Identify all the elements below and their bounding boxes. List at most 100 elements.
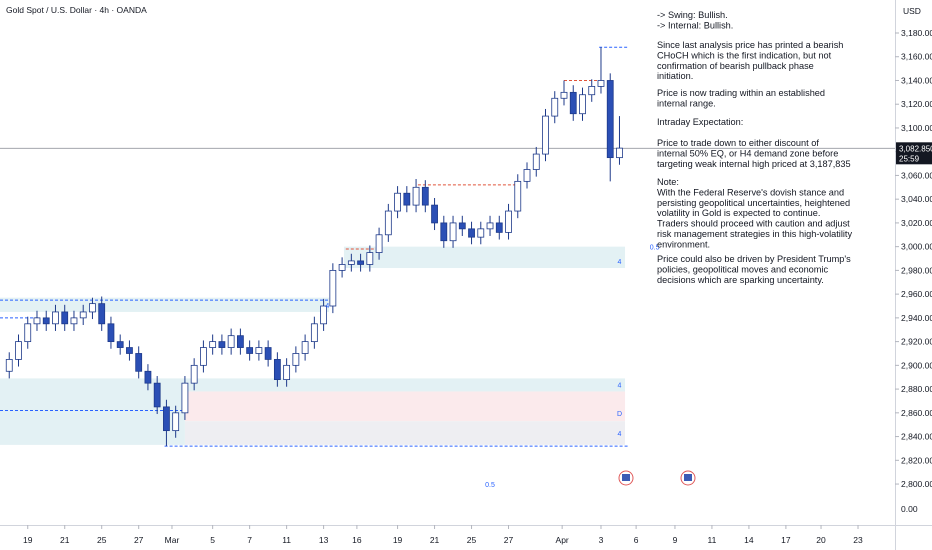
note-line: Price to trade down to either discount o… [657, 138, 819, 148]
marker-label: 4 [618, 259, 622, 266]
candle-body [116, 341, 124, 348]
candle-body [107, 323, 115, 343]
candle-body [310, 323, 318, 343]
marker-label: 4 [618, 431, 622, 438]
candle-body [70, 317, 78, 325]
note-line: internal 50% EQ, or H4 demand zone befor… [657, 148, 838, 158]
candle-body [551, 97, 559, 117]
x-tick-label: 20 [816, 535, 826, 545]
candle-body [246, 347, 254, 354]
note-line: Traders should proceed with caution and … [657, 219, 850, 229]
marker-label: D [617, 411, 622, 418]
x-tick-label: Mar [165, 535, 180, 545]
note-line: internal range. [657, 98, 716, 108]
candle-body [144, 370, 152, 384]
x-tick-label: 5 [210, 535, 215, 545]
candle-body [190, 364, 198, 384]
note-line: CHoCH which is the first indication, but… [657, 50, 832, 60]
candle-body [569, 91, 577, 115]
y-tick-label: 2,980.00 [901, 265, 932, 275]
last-price-label: 3,082.850 [899, 144, 932, 153]
y-tick-label: 2,940.00 [901, 313, 932, 323]
candle-body [42, 317, 50, 325]
x-tick-label: 3 [599, 535, 604, 545]
candle-body [579, 94, 586, 115]
y-tick-label: 2,960.00 [901, 289, 932, 299]
candle-body [33, 317, 41, 325]
candle-body [616, 147, 623, 159]
candle-body [126, 347, 133, 354]
y-tick-label: 3,160.00 [901, 52, 932, 62]
extra-axis-label: 0.00 [901, 504, 918, 514]
candle-body [283, 364, 291, 380]
x-tick-label: 25 [97, 535, 107, 545]
candle-body [98, 303, 106, 325]
candle-body [449, 222, 457, 242]
y-tick-label: 2,920.00 [901, 337, 932, 347]
candle-body [52, 311, 59, 325]
candle-body [495, 222, 503, 233]
candle-body [61, 311, 69, 325]
candle-body [227, 335, 235, 348]
candle-body [255, 347, 263, 354]
candle-body [24, 323, 32, 343]
zone [343, 246, 626, 269]
candle-body [431, 204, 438, 224]
x-tick-label: 21 [430, 535, 440, 545]
y-tick-label: 3,140.00 [901, 75, 932, 85]
x-tick-label: Apr [556, 535, 569, 545]
candle-body [292, 353, 300, 366]
plot-area: 4 4 4 D 4 0.5 0.5 [0, 46, 895, 489]
x-tick-label: 25 [467, 535, 477, 545]
candle-body [597, 80, 605, 87]
candle-body [606, 80, 614, 159]
note-line: initiation. [657, 71, 693, 81]
x-tick-label: 17 [781, 535, 791, 545]
x-tick-label: 11 [708, 535, 717, 545]
x-tick-label: 7 [247, 535, 252, 545]
candle-body [560, 91, 568, 99]
zone [0, 378, 626, 392]
note-line: -> Internal: Bullish. [657, 20, 733, 30]
candle-body [89, 303, 96, 313]
candle-body [163, 406, 170, 432]
note-line: persisting geopolitical uncertainties, h… [657, 198, 850, 208]
candle-body [5, 359, 13, 372]
x-tick-label: 9 [673, 535, 678, 545]
candle-body [468, 228, 475, 238]
zone [0, 297, 330, 312]
note-line: confirmation of bearish pullback phase [657, 61, 814, 71]
marker-label: 0.5 [650, 245, 660, 252]
note-line: targeting weak internal high priced at 3… [657, 159, 851, 169]
candle-body [338, 264, 346, 271]
x-tick-label: 27 [134, 535, 144, 545]
candle-body [264, 347, 272, 360]
marker-label: 0.5 [485, 482, 495, 489]
candle-body [320, 305, 328, 325]
candle-body [347, 260, 355, 265]
analysis-notes: -> Swing: Bullish.-> Internal: Bullish. S… [657, 10, 852, 285]
candle-body [403, 192, 411, 206]
candle-body [523, 169, 531, 182]
x-tick-label: 11 [282, 535, 291, 545]
event-icons [618, 470, 696, 486]
note-line: Intraday Expectation: [657, 117, 743, 127]
candle-body [366, 252, 374, 265]
candle-body [542, 115, 549, 155]
event-flag [684, 474, 692, 481]
note-line: With the Federal Reserve's dovish stance… [657, 187, 844, 197]
x-tick-label: 13 [319, 535, 329, 545]
candle-body [15, 341, 22, 360]
marker-label: 4 [618, 382, 622, 389]
note-line: Price could also be driven by President … [657, 254, 851, 264]
x-tick-label: 6 [634, 535, 639, 545]
x-tick-label: 16 [352, 535, 362, 545]
candle-body [458, 222, 466, 230]
y-tick-label: 3,060.00 [901, 170, 932, 180]
event-flag [622, 474, 630, 481]
candle-body [209, 341, 217, 348]
x-tick-label: 27 [504, 535, 514, 545]
candle-body [153, 382, 161, 408]
